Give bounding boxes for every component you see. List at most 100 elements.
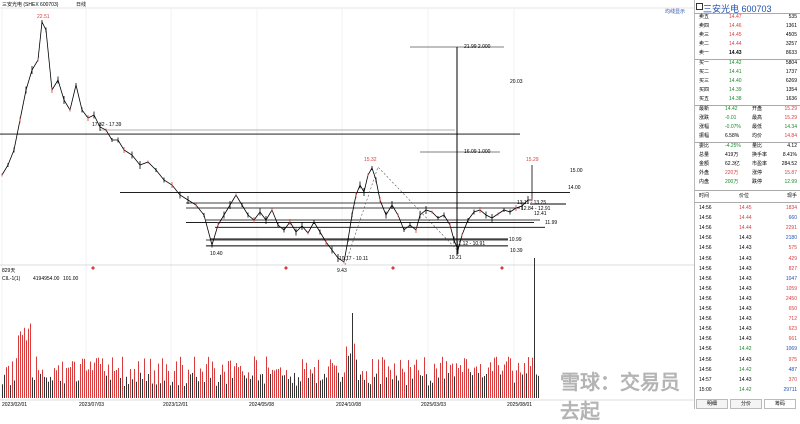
annotation-11-12-10-91: 11.12 - 10.91 (456, 241, 486, 247)
volume-bar (76, 381, 77, 398)
volume-bar (24, 327, 25, 398)
volume-bar (516, 370, 517, 398)
tick-price: 14.43 (739, 295, 752, 302)
volume-bar (310, 369, 311, 398)
volume-bar (20, 331, 21, 398)
volume-bar (262, 374, 263, 398)
volume-bar (522, 374, 523, 398)
tick-price: 14.44 (739, 215, 752, 222)
volume-days-label: 829天 (2, 268, 16, 274)
date-label: 2025/08/01 (507, 402, 533, 408)
volume-bar (98, 357, 99, 398)
volume-bar (170, 385, 171, 398)
tick-time: 14:56 (699, 235, 712, 242)
date-label: 2025/03/03 (421, 402, 447, 408)
stock-code: 600703 (741, 4, 772, 14)
volume-bar (356, 359, 357, 398)
volume-bar (538, 375, 539, 398)
volume-bar (52, 380, 53, 398)
period-label[interactable]: 日线 (76, 2, 87, 8)
volume-bar (100, 363, 101, 398)
tab-chips[interactable]: 筹码 (764, 399, 796, 409)
ask-volume: 4505 (785, 32, 797, 38)
volume-bar (40, 373, 41, 398)
volume-bar (410, 367, 411, 398)
tick-time: 14:56 (699, 225, 712, 232)
level-label-15-00: 15.00 (570, 168, 583, 174)
tab-price-distribution[interactable]: 分价 (730, 399, 762, 409)
volume-bar (530, 366, 531, 398)
volume-indicator-name[interactable]: CIL-1(1) (2, 276, 21, 282)
ma-display-link[interactable]: 均线显示 (665, 9, 686, 15)
volume-bar (534, 258, 535, 398)
volume-bar (320, 380, 321, 398)
volume-bar (32, 377, 33, 398)
tick-volume: 650 (788, 306, 797, 312)
price-line (1, 20, 532, 263)
volume-bar (416, 359, 417, 398)
ask-label: 卖四 (699, 23, 710, 29)
volume-bar (92, 370, 93, 398)
kline-chart-area[interactable]: 三安光电 (SHEX 600703) 日线 均线显示 829天 CIL-1(1)… (0, 0, 694, 423)
volume-bar (508, 356, 509, 398)
ask-price: 14.47 (729, 14, 742, 20)
stock-name: 三安光电 (703, 4, 740, 14)
volume-bar (386, 377, 387, 398)
volume-bar (46, 377, 47, 398)
volume-bar (340, 381, 341, 398)
volume-bar (446, 361, 447, 398)
annotation-high-22-51: 22.51 (37, 14, 50, 20)
tick-volume: 370 (788, 376, 797, 383)
menu-icon[interactable] (696, 3, 703, 10)
volume-bar (126, 376, 127, 398)
volume-bar (314, 367, 315, 398)
tick-time: 14:56 (699, 306, 712, 312)
stat-row: 涨跌 -0.01 最高 15.29 (699, 115, 797, 121)
volume-bar (78, 380, 79, 398)
bid-label: 买二 (699, 69, 710, 75)
sidebar-tabs: 明细 分价 筹码 (694, 398, 800, 409)
volume-bar (426, 374, 427, 398)
annotation-low-10-40: 10.40 (210, 251, 223, 257)
volume-bar (160, 383, 161, 398)
volume-bar (176, 361, 177, 398)
volume-bar (102, 358, 103, 398)
volume-bar (280, 367, 281, 398)
bid-volume: 5804 (785, 60, 797, 66)
volume-bar (204, 382, 205, 398)
volume-bar (86, 370, 87, 398)
volume-bar (44, 376, 45, 398)
kline-chart-svg[interactable] (0, 0, 694, 409)
volume-bar (108, 364, 109, 398)
volume-bar (364, 379, 365, 398)
bid-volume: 1737 (785, 69, 797, 75)
stat-row: 委比 -4.25% 量比 4.12 (699, 143, 797, 149)
volume-bar (30, 323, 31, 398)
volume-bar (486, 373, 487, 398)
stat-row: 外盘 220万 涨停 15.87 (699, 170, 797, 176)
volume-bar (150, 358, 151, 398)
volume-bar (514, 382, 515, 398)
volume-bar (198, 381, 199, 398)
volume-bar (464, 358, 465, 398)
ticks-header-time: 时间 (699, 193, 710, 199)
volume-bar (342, 376, 343, 398)
divider (695, 202, 800, 203)
volume-bar (106, 375, 107, 398)
ask-label: 卖三 (699, 32, 710, 38)
ask-row: 卖一 14.43 8633 (695, 49, 800, 58)
tab-detail[interactable]: 明细 (696, 399, 728, 409)
volume-bar (132, 379, 133, 398)
volume-bar (510, 358, 511, 398)
volume-value-2: 101.00 (63, 276, 79, 282)
tick-volume: 660 (788, 215, 797, 222)
volume-bar (34, 379, 35, 398)
volume-bar (390, 369, 391, 398)
level-label-10-99: 10.99 (509, 237, 522, 243)
tick-volume: 712 (788, 316, 797, 323)
volume-bar (344, 372, 345, 398)
ask-volume: 8633 (785, 50, 797, 56)
volume-bar (450, 364, 451, 398)
ask-label: 卖五 (699, 14, 710, 20)
ask-row: 卖四 14.46 1361 (695, 22, 800, 31)
